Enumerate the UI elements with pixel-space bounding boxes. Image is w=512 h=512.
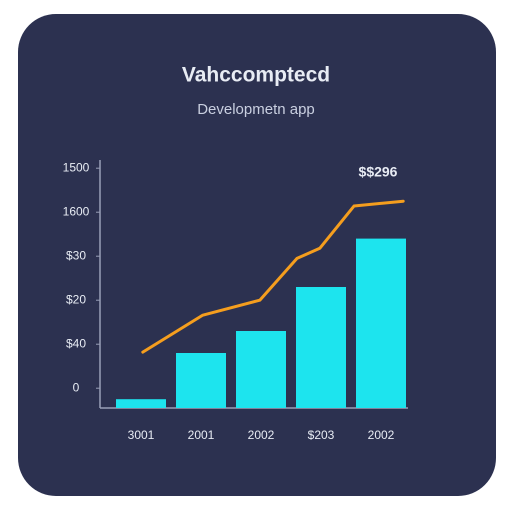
bar	[176, 353, 226, 408]
y-tick-label: 0	[73, 380, 80, 394]
x-tick-label: 2002	[368, 428, 395, 442]
bar	[116, 399, 166, 408]
x-tick-label: 3001	[128, 428, 155, 442]
line	[141, 199, 405, 354]
x-tick-label: 2001	[188, 428, 215, 442]
bar	[356, 238, 406, 408]
chart-title: Vahccomptecd	[182, 64, 330, 87]
y-tick-label: 1600	[63, 204, 90, 218]
y-tick-label: 1500	[63, 160, 90, 174]
chart-subtitle: Developmetn app	[197, 101, 315, 118]
bar	[296, 287, 346, 408]
y-tick-label: $20	[66, 292, 86, 306]
x-tick-label: $203	[308, 428, 335, 442]
annotation: $$296	[359, 164, 398, 180]
y-tick-label: $40	[66, 336, 86, 350]
x-tick-label: 2002	[248, 428, 275, 442]
bar	[236, 331, 286, 408]
y-tick-label: $30	[66, 248, 86, 262]
